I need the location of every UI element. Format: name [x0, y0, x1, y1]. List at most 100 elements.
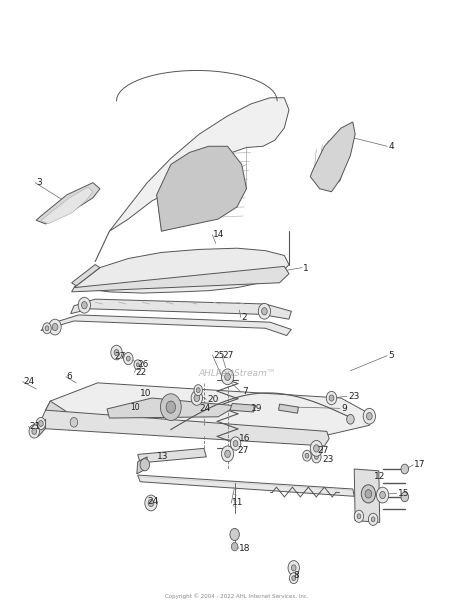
Polygon shape [46, 401, 76, 427]
Circle shape [233, 440, 238, 446]
Text: Copyright © 2004 - 2022 AHL Internet Services, Inc.: Copyright © 2004 - 2022 AHL Internet Ser… [165, 593, 309, 599]
Circle shape [225, 450, 230, 457]
Circle shape [361, 485, 375, 503]
Polygon shape [46, 383, 374, 437]
Text: 14: 14 [213, 230, 225, 240]
Circle shape [70, 418, 78, 427]
Text: 4: 4 [388, 142, 394, 151]
Text: 3: 3 [36, 178, 42, 187]
Circle shape [365, 489, 372, 498]
Polygon shape [36, 182, 100, 224]
Circle shape [114, 350, 119, 356]
Circle shape [314, 444, 319, 452]
Circle shape [225, 373, 230, 381]
Circle shape [230, 528, 239, 541]
Circle shape [32, 429, 36, 435]
Polygon shape [72, 264, 100, 286]
Text: 24: 24 [147, 497, 158, 506]
Polygon shape [138, 448, 206, 463]
Circle shape [43, 323, 51, 334]
Text: 7: 7 [242, 387, 247, 396]
Text: 9: 9 [341, 404, 346, 413]
Circle shape [401, 464, 409, 474]
Text: 17: 17 [414, 460, 426, 469]
Text: 10: 10 [140, 389, 152, 398]
Circle shape [45, 326, 49, 331]
Circle shape [36, 418, 46, 430]
Circle shape [148, 499, 154, 506]
Text: 6: 6 [67, 372, 73, 381]
Text: 27: 27 [223, 351, 234, 360]
Circle shape [221, 446, 234, 461]
Polygon shape [74, 248, 289, 293]
Text: 25: 25 [213, 351, 225, 360]
Text: 12: 12 [374, 472, 385, 482]
Circle shape [196, 388, 200, 393]
Circle shape [258, 303, 271, 319]
Circle shape [331, 171, 341, 182]
Circle shape [124, 353, 133, 365]
Polygon shape [109, 98, 289, 231]
Circle shape [326, 392, 337, 405]
Text: 24: 24 [23, 377, 35, 386]
Circle shape [292, 576, 296, 581]
Text: 8: 8 [294, 572, 300, 580]
Circle shape [310, 440, 322, 456]
Text: 26: 26 [138, 360, 149, 369]
Polygon shape [138, 475, 354, 496]
Text: 21: 21 [29, 422, 40, 431]
Circle shape [160, 394, 181, 421]
Circle shape [290, 573, 298, 584]
Circle shape [166, 401, 175, 413]
Text: 27: 27 [318, 446, 328, 455]
Circle shape [145, 495, 157, 511]
Text: 24: 24 [199, 404, 210, 413]
Circle shape [354, 510, 364, 522]
Circle shape [38, 421, 43, 427]
Polygon shape [354, 469, 380, 522]
Circle shape [315, 454, 318, 459]
Text: 15: 15 [398, 489, 409, 499]
Circle shape [305, 453, 309, 458]
Circle shape [288, 561, 300, 575]
Text: 16: 16 [239, 434, 251, 443]
Circle shape [357, 514, 361, 519]
Polygon shape [279, 404, 299, 413]
Text: 13: 13 [156, 452, 168, 461]
Text: 2: 2 [242, 314, 247, 322]
Circle shape [366, 413, 372, 420]
Polygon shape [107, 398, 237, 418]
Circle shape [127, 356, 130, 361]
Circle shape [292, 565, 296, 571]
Circle shape [376, 487, 389, 503]
Polygon shape [137, 457, 147, 474]
Circle shape [371, 517, 375, 522]
Circle shape [380, 491, 385, 499]
Text: 1: 1 [303, 264, 309, 274]
Circle shape [230, 437, 241, 450]
Circle shape [231, 542, 238, 551]
Polygon shape [37, 420, 46, 437]
Polygon shape [310, 122, 355, 192]
Circle shape [82, 302, 87, 309]
Circle shape [262, 308, 267, 315]
Text: 22: 22 [136, 368, 146, 377]
Polygon shape [156, 147, 246, 231]
Polygon shape [230, 404, 256, 412]
Circle shape [363, 409, 375, 424]
Text: 5: 5 [388, 351, 394, 360]
Circle shape [191, 391, 202, 406]
Circle shape [312, 451, 321, 463]
Circle shape [194, 385, 202, 396]
Circle shape [49, 319, 61, 335]
Text: 11: 11 [232, 499, 244, 508]
Circle shape [303, 450, 311, 461]
Circle shape [194, 395, 200, 402]
Circle shape [111, 345, 122, 360]
Text: 18: 18 [239, 544, 251, 553]
Circle shape [52, 323, 58, 331]
Polygon shape [41, 187, 93, 224]
Circle shape [140, 458, 150, 471]
Text: AHLPartStream™: AHLPartStream™ [198, 369, 276, 378]
Circle shape [329, 395, 334, 401]
